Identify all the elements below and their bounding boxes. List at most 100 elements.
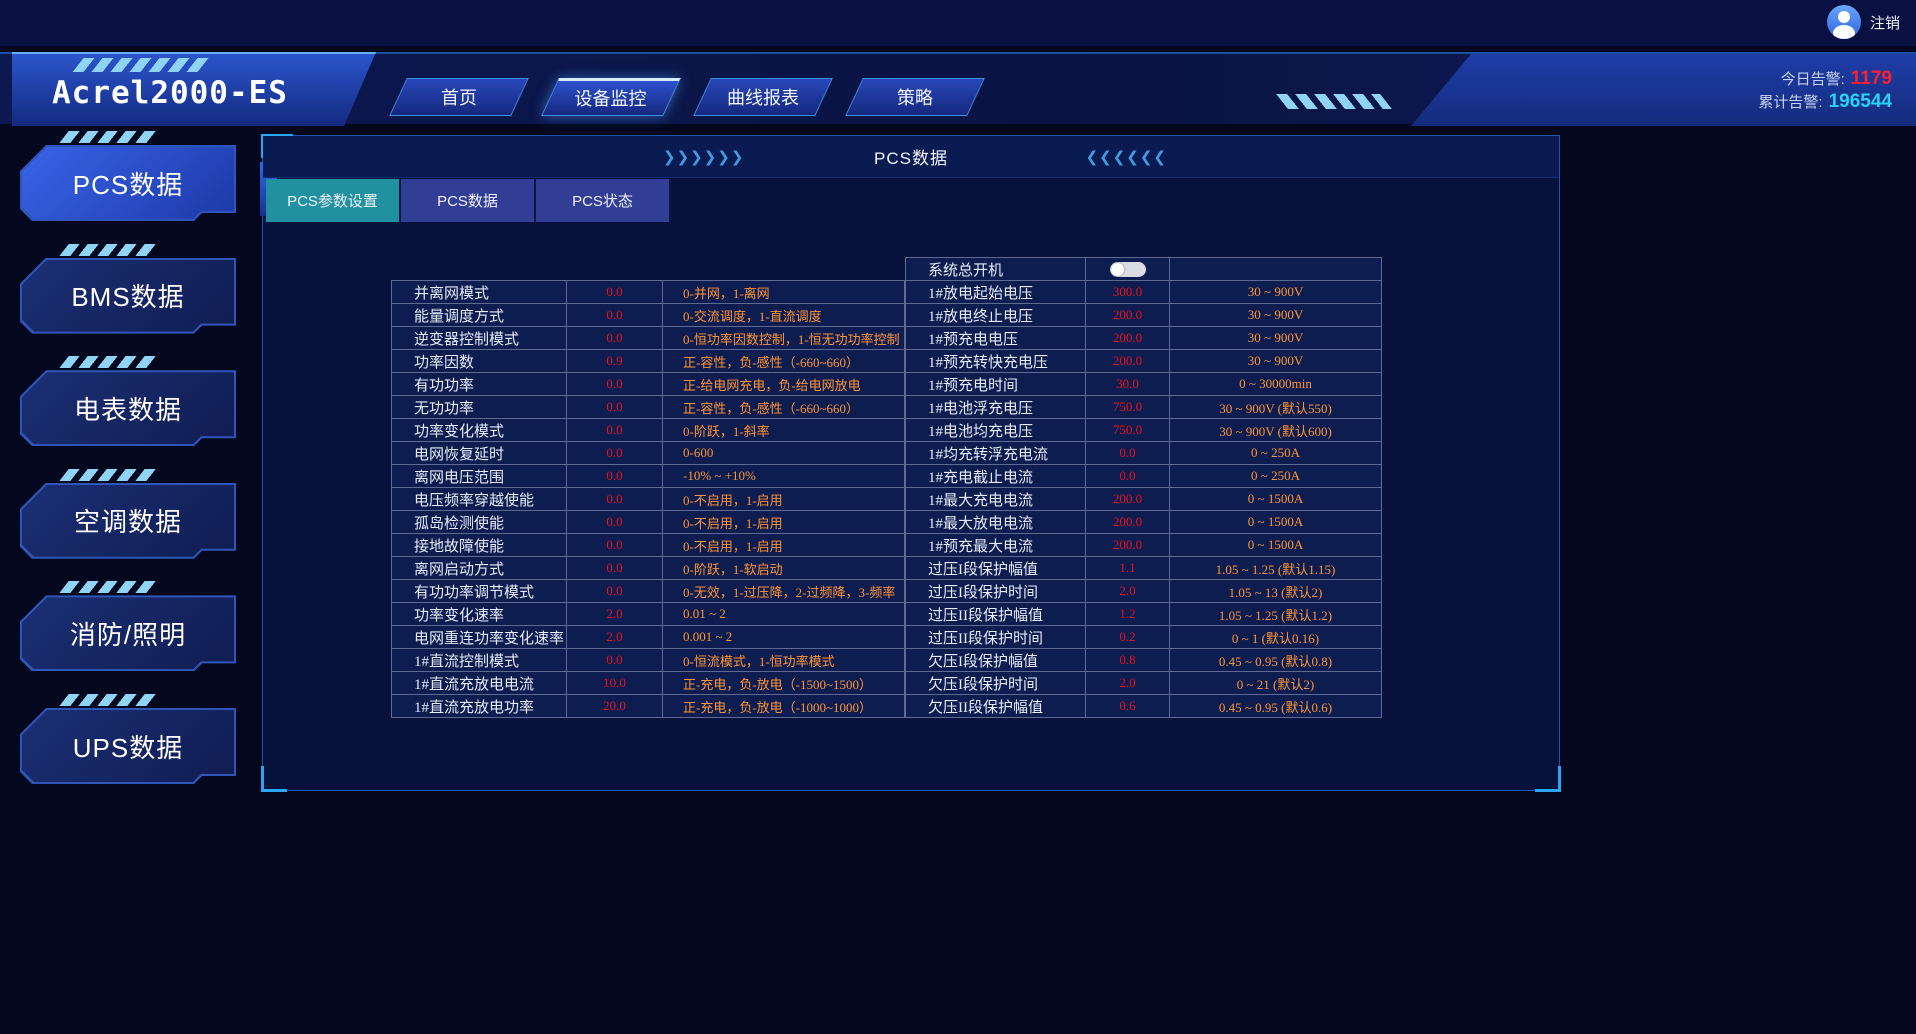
param-name-cell: 1#放电起始电压 <box>905 280 1086 304</box>
table-row: 能量调度方式 0.0 0-交流调度，1-直流调度 <box>391 303 905 327</box>
param-value-cell[interactable]: 0.0 <box>566 648 663 672</box>
toggle-knob[interactable] <box>1110 262 1124 276</box>
sidebar-item-inner: BMS数据 <box>22 260 234 332</box>
param-value-cell[interactable]: 0.0 <box>566 464 663 488</box>
hatch-stripes-decoration <box>59 356 161 369</box>
master-switch-cell <box>1085 257 1170 281</box>
alarm-total-label: 累计告警: <box>1758 93 1823 111</box>
param-range-cell: 0 ~ 1 (默认0.16) <box>1169 625 1382 649</box>
sidebar-item-inner: 消防/照明 <box>22 597 234 669</box>
param-value-cell[interactable]: 2.0 <box>1085 579 1170 603</box>
sidebar-item-5[interactable]: 消防/照明 <box>20 581 236 671</box>
table-row: 1#最大充电电流 200.0 0 ~ 1500A <box>905 487 1382 511</box>
hatch-stripes-decoration <box>73 58 212 72</box>
tab-2[interactable]: PCS数据 <box>401 179 536 222</box>
param-value-cell[interactable]: 1.2 <box>1085 602 1170 626</box>
param-value-cell[interactable]: 0.0 <box>566 510 663 534</box>
param-value-cell[interactable]: 200.0 <box>1085 326 1170 350</box>
param-desc-cell: 正-给电网充电，负-给电网放电 <box>662 372 905 396</box>
param-desc-cell: 0-交流调度，1-直流调度 <box>662 303 905 327</box>
param-value-cell[interactable]: 200.0 <box>1085 349 1170 373</box>
user-avatar-icon[interactable] <box>1826 5 1861 39</box>
alarm-today-row: 今日告警: 1179 <box>1781 68 1892 90</box>
logout-label[interactable]: 注销 <box>1869 14 1900 32</box>
sidebar-item-inner: PCS数据 <box>22 147 234 219</box>
param-value-cell[interactable]: 200.0 <box>1085 510 1170 534</box>
panel-title-bar: ❯❯❯❯❯❯ PCS数据 ❮❮❮❮❮❮ <box>263 136 1559 178</box>
param-value-cell[interactable]: 2.0 <box>1085 671 1170 695</box>
param-value-cell[interactable]: 0.0 <box>566 372 663 396</box>
sidebar-item-2[interactable]: BMS数据 <box>20 243 236 334</box>
param-value-cell[interactable]: 20.0 <box>566 694 663 718</box>
param-name-cell: 逆变器控制模式 <box>391 326 567 350</box>
param-name-cell: 1#预充最大电流 <box>905 533 1086 557</box>
param-value-cell[interactable]: 2.0 <box>566 602 663 626</box>
param-value-cell[interactable]: 0.8 <box>1085 648 1170 672</box>
param-value-cell[interactable]: 0.0 <box>1085 441 1170 465</box>
param-value-cell[interactable]: 200.0 <box>1085 533 1170 557</box>
content-panel: ❯❯❯❯❯❯ PCS数据 ❮❮❮❮❮❮ PCS参数设置 PCS数据 PCS状态 并离… <box>260 134 1561 792</box>
param-value-cell[interactable]: 750.0 <box>1085 395 1170 419</box>
param-value-cell[interactable]: 0.6 <box>1085 694 1170 718</box>
param-value-cell[interactable]: 0.2 <box>1085 625 1170 649</box>
table-row: 1#最大放电电流 200.0 0 ~ 1500A <box>905 510 1382 534</box>
param-value-cell[interactable]: 0.0 <box>566 533 663 557</box>
table-row: 孤岛检测使能 0.0 0-不启用，1-启用 <box>391 510 905 534</box>
param-value-cell[interactable]: 200.0 <box>1085 303 1170 327</box>
master-switch-label: 系统总开机 <box>905 257 1086 281</box>
param-value-cell[interactable]: 0.0 <box>566 395 663 419</box>
tab-1[interactable]: PCS参数设置 <box>266 179 401 222</box>
logout-button[interactable]: 注销 <box>1826 5 1900 39</box>
param-name-cell: 电网恢复延时 <box>391 441 567 465</box>
param-value-cell[interactable]: 750.0 <box>1085 418 1170 442</box>
param-value-cell[interactable]: 30.0 <box>1085 372 1170 396</box>
param-range-cell: 30 ~ 900V <box>1169 303 1382 327</box>
panel-title: PCS数据 <box>874 149 948 168</box>
param-desc-cell: 0-无效，1-过压降，2-过频降，3-频率 <box>662 579 905 603</box>
param-value-cell[interactable]: 0.0 <box>566 280 663 304</box>
param-value-cell[interactable]: 300.0 <box>1085 280 1170 304</box>
table-row: 1#预充转快充电压 200.0 30 ~ 900V <box>905 349 1382 373</box>
alarm-today-value: 1179 <box>1850 67 1892 89</box>
tab-3[interactable]: PCS状态 <box>536 179 671 222</box>
param-desc-cell: 正-充电，负-放电（-1500~1500） <box>662 671 905 695</box>
param-name-cell: 1#电池均充电压 <box>905 418 1086 442</box>
header-band: Acrel2000-ES 首页 设备监控 曲线报表 策略 今日告警: 1179 累计告… <box>0 52 1916 126</box>
param-value-cell[interactable]: 0.0 <box>566 326 663 350</box>
param-value-cell[interactable]: 0.0 <box>566 487 663 511</box>
alarm-today-label: 今日告警: <box>1780 70 1845 88</box>
param-value-cell[interactable]: 0.0 <box>566 441 663 465</box>
sidebar-item-1[interactable]: PCS数据 <box>20 131 236 221</box>
param-value-cell[interactable]: 1.1 <box>1085 556 1170 580</box>
table-row: 逆变器控制模式 0.0 0-恒功率因数控制，1-恒无功功率控制 <box>391 326 905 350</box>
param-value-cell[interactable]: 0.0 <box>566 579 663 603</box>
param-value-cell[interactable]: 2.0 <box>566 625 663 649</box>
param-desc-cell: 0.01 ~ 2 <box>662 602 905 626</box>
sidebar-item-6[interactable]: UPS数据 <box>20 694 236 784</box>
param-range-cell: 0.45 ~ 0.95 (默认0.6) <box>1169 694 1382 718</box>
param-value-cell[interactable]: 0.9 <box>566 349 663 373</box>
sidebar-item-4[interactable]: 空调数据 <box>20 468 236 559</box>
nav-item-1[interactable]: 首页 <box>389 78 529 116</box>
param-value-cell[interactable]: 200.0 <box>1085 487 1170 511</box>
table-row: 过压II段保护幅值 1.2 1.05 ~ 1.25 (默认1.2) <box>905 602 1382 626</box>
table-row: 1#预充最大电流 200.0 0 ~ 1500A <box>905 533 1382 557</box>
master-power-toggle[interactable] <box>1109 261 1146 277</box>
sidebar-item-inner: 电表数据 <box>22 372 234 444</box>
table-row: 电压频率穿越使能 0.0 0-不启用，1-启用 <box>391 487 905 511</box>
param-value-cell[interactable]: 0.0 <box>566 303 663 327</box>
table-row: 过压II段保护时间 0.2 0 ~ 1 (默认0.16) <box>905 625 1382 649</box>
param-value-cell[interactable]: 10.0 <box>566 671 663 695</box>
sidebar-item-label: PCS数据 <box>72 169 184 200</box>
param-value-cell[interactable]: 0.0 <box>566 556 663 580</box>
nav-item-4[interactable]: 策略 <box>845 78 985 116</box>
sidebar-item-3[interactable]: 电表数据 <box>20 356 236 446</box>
nav-item-2[interactable]: 设备监控 <box>541 78 681 116</box>
param-range-cell: 1.05 ~ 1.25 (默认1.15) <box>1169 556 1382 580</box>
param-value-cell[interactable]: 0.0 <box>1085 464 1170 488</box>
param-value-cell[interactable]: 0.0 <box>566 418 663 442</box>
master-switch-row: 系统总开机 <box>905 257 1382 281</box>
nav-item-3[interactable]: 曲线报表 <box>693 78 833 116</box>
param-range-cell: 1.05 ~ 1.25 (默认1.2) <box>1169 602 1382 626</box>
param-range-cell: 1.05 ~ 13 (默认2) <box>1169 579 1382 603</box>
